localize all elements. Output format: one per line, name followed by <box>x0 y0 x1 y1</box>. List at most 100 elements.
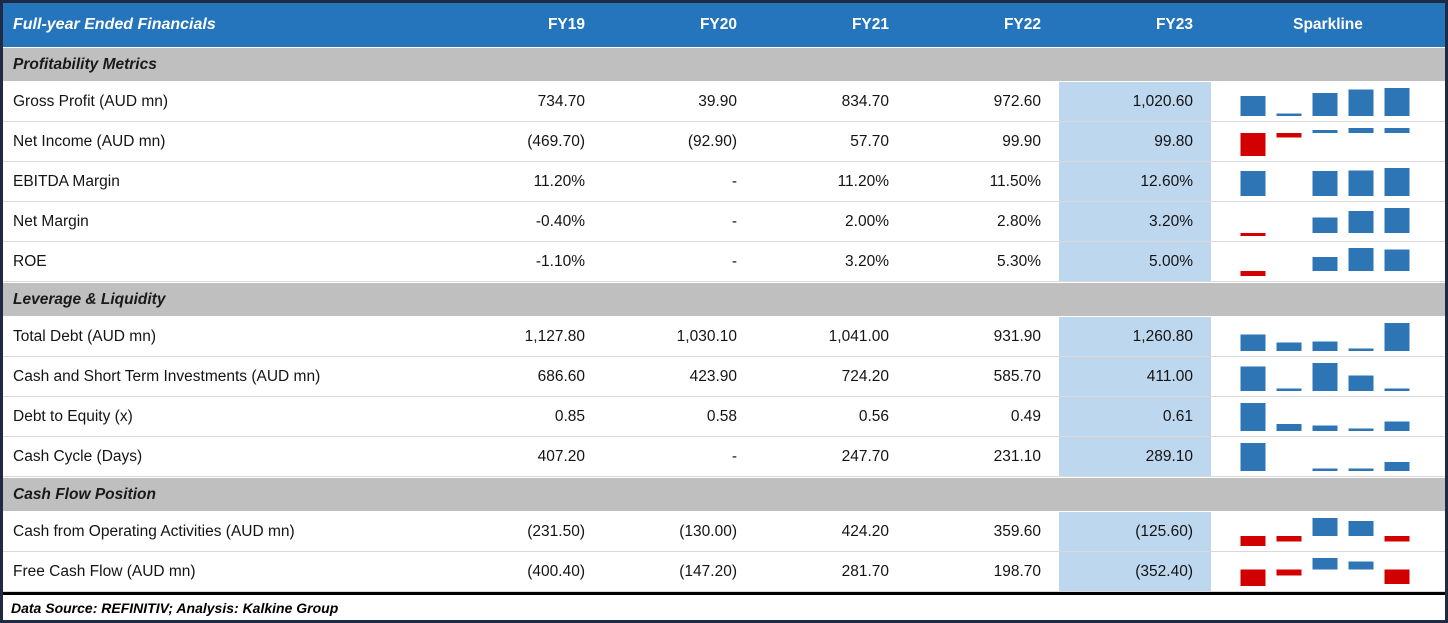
cell-fy22: 5.30% <box>997 252 1041 270</box>
row-label: Gross Profit (AUD mn) <box>13 92 169 110</box>
cell-fy22: 972.60 <box>993 92 1041 110</box>
table-body: Profitability Metrics Gross Profit (AUD m… <box>3 47 1445 592</box>
cell-fy21: 424.20 <box>841 522 889 540</box>
cell-fy21: 0.56 <box>858 407 889 425</box>
row-label: Cash Cycle (Days) <box>13 447 143 465</box>
sparkline-cell <box>1211 202 1445 241</box>
cell-fy22: 359.60 <box>993 522 1041 540</box>
cell-fy21: 11.20% <box>837 172 889 190</box>
sparkline-chart <box>1240 322 1410 351</box>
footer-divider <box>3 592 1445 595</box>
cell-fy21: 1,041.00 <box>828 327 889 345</box>
col-header-fy22: FY22 <box>1003 16 1041 33</box>
cell-fy20: 1,030.10 <box>676 327 737 345</box>
cell-fy20: - <box>731 447 737 465</box>
sparkline-cell <box>1211 242 1445 281</box>
row-label: Free Cash Flow (AUD mn) <box>13 562 196 580</box>
row-label: Debt to Equity (x) <box>13 407 133 425</box>
cell-fy21: 3.20% <box>845 252 889 270</box>
cell-fy19: (400.40) <box>527 562 585 580</box>
cell-fy19: -1.10% <box>535 252 585 270</box>
sparkline-chart <box>1240 442 1410 471</box>
sparkline-cell <box>1211 512 1445 551</box>
table-title: Full-year Ended Financials <box>13 16 216 33</box>
cell-fy20: - <box>731 212 737 230</box>
col-header-sparkline: Sparkline <box>1293 16 1363 33</box>
cell-fy22: 585.70 <box>993 367 1041 385</box>
cell-fy19: 0.85 <box>554 407 585 425</box>
cell-fy20: - <box>731 172 737 190</box>
section-header: Cash Flow Position <box>3 477 1445 512</box>
cell-fy20: 39.90 <box>698 92 737 110</box>
sparkline-chart <box>1240 402 1410 431</box>
cell-fy21: 834.70 <box>841 92 889 110</box>
cell-fy19: 686.60 <box>537 367 585 385</box>
sparkline-cell <box>1211 317 1445 356</box>
cell-fy19: (231.50) <box>527 522 585 540</box>
cell-fy21: 281.70 <box>841 562 889 580</box>
cell-fy19: 407.20 <box>537 447 585 465</box>
cell-fy20: (147.20) <box>679 562 737 580</box>
cell-fy20: (130.00) <box>679 522 737 540</box>
cell-fy22: 198.70 <box>993 562 1041 580</box>
cell-fy23: 12.60% <box>1059 162 1211 201</box>
cell-fy23: 0.61 <box>1059 397 1211 436</box>
table-row: Gross Profit (AUD mn) 734.70 39.90 834.70 97… <box>3 82 1445 122</box>
table-row: Cash from Operating Activities (AUD mn) (… <box>3 512 1445 552</box>
cell-fy22: 11.50% <box>989 172 1041 190</box>
section-label: Leverage & Liquidity <box>13 290 166 308</box>
sparkline-cell <box>1211 162 1445 201</box>
cell-fy19: (469.70) <box>527 132 585 150</box>
sparkline-cell <box>1211 82 1445 121</box>
cell-fy23: 1,260.80 <box>1059 317 1211 356</box>
cell-fy22: 931.90 <box>993 327 1041 345</box>
sparkline-cell <box>1211 397 1445 436</box>
cell-fy22: 99.90 <box>1002 132 1041 150</box>
sparkline-cell <box>1211 437 1445 476</box>
source-note: Data Source: REFINITIV; Analysis: Kalkin… <box>3 595 1445 620</box>
section-header: Leverage & Liquidity <box>3 282 1445 317</box>
table-row: Net Margin -0.40% - 2.00% 2.80% 3.20% <box>3 202 1445 242</box>
sparkline-chart <box>1240 87 1410 116</box>
row-label: ROE <box>13 252 47 270</box>
table-row: Cash Cycle (Days) 407.20 - 247.70 231.10 289.… <box>3 437 1445 477</box>
cell-fy20: - <box>731 252 737 270</box>
section-header: Profitability Metrics <box>3 47 1445 82</box>
table-row: Cash and Short Term Investments (AUD mn)… <box>3 357 1445 397</box>
cell-fy23: 411.00 <box>1059 357 1211 396</box>
col-header-fy23: FY23 <box>1155 16 1193 33</box>
cell-fy19: 11.20% <box>533 172 585 190</box>
cell-fy20: (92.90) <box>687 132 737 150</box>
table-row: Debt to Equity (x) 0.85 0.58 0.56 0.49 0.61 <box>3 397 1445 437</box>
cell-fy19: 734.70 <box>537 92 585 110</box>
cell-fy20: 0.58 <box>706 407 737 425</box>
row-label: Cash and Short Term Investments (AUD mn) <box>13 367 321 385</box>
cell-fy22: 0.49 <box>1010 407 1041 425</box>
cell-fy20: 423.90 <box>689 367 737 385</box>
section-label: Profitability Metrics <box>13 55 157 73</box>
table-row: Free Cash Flow (AUD mn) (400.40) (147.20) 2… <box>3 552 1445 592</box>
table-row: EBITDA Margin 11.20% - 11.20% 11.50% 12.60% <box>3 162 1445 202</box>
table-row: Total Debt (AUD mn) 1,127.80 1,030.10 1,041… <box>3 317 1445 357</box>
sparkline-chart <box>1240 127 1410 156</box>
cell-fy23: 99.80 <box>1059 122 1211 161</box>
sparkline-chart <box>1240 362 1410 391</box>
cell-fy23: 5.00% <box>1059 242 1211 281</box>
sparkline-cell <box>1211 357 1445 396</box>
col-header-fy20: FY20 <box>699 16 737 33</box>
cell-fy19: 1,127.80 <box>524 327 585 345</box>
table-header-row: Full-year Ended Financials FY19 FY20 FY2… <box>3 3 1445 47</box>
cell-fy23: (125.60) <box>1059 512 1211 551</box>
cell-fy21: 247.70 <box>841 447 889 465</box>
cell-fy23: 1,020.60 <box>1059 82 1211 121</box>
cell-fy22: 2.80% <box>997 212 1041 230</box>
cell-fy21: 724.20 <box>841 367 889 385</box>
sparkline-cell <box>1211 122 1445 161</box>
cell-fy23: 289.10 <box>1059 437 1211 476</box>
cell-fy23: (352.40) <box>1059 552 1211 591</box>
col-header-fy19: FY19 <box>547 16 585 33</box>
row-label: Cash from Operating Activities (AUD mn) <box>13 522 295 540</box>
row-label: Total Debt (AUD mn) <box>13 327 156 345</box>
cell-fy21: 57.70 <box>850 132 889 150</box>
row-label: Net Margin <box>13 212 89 230</box>
